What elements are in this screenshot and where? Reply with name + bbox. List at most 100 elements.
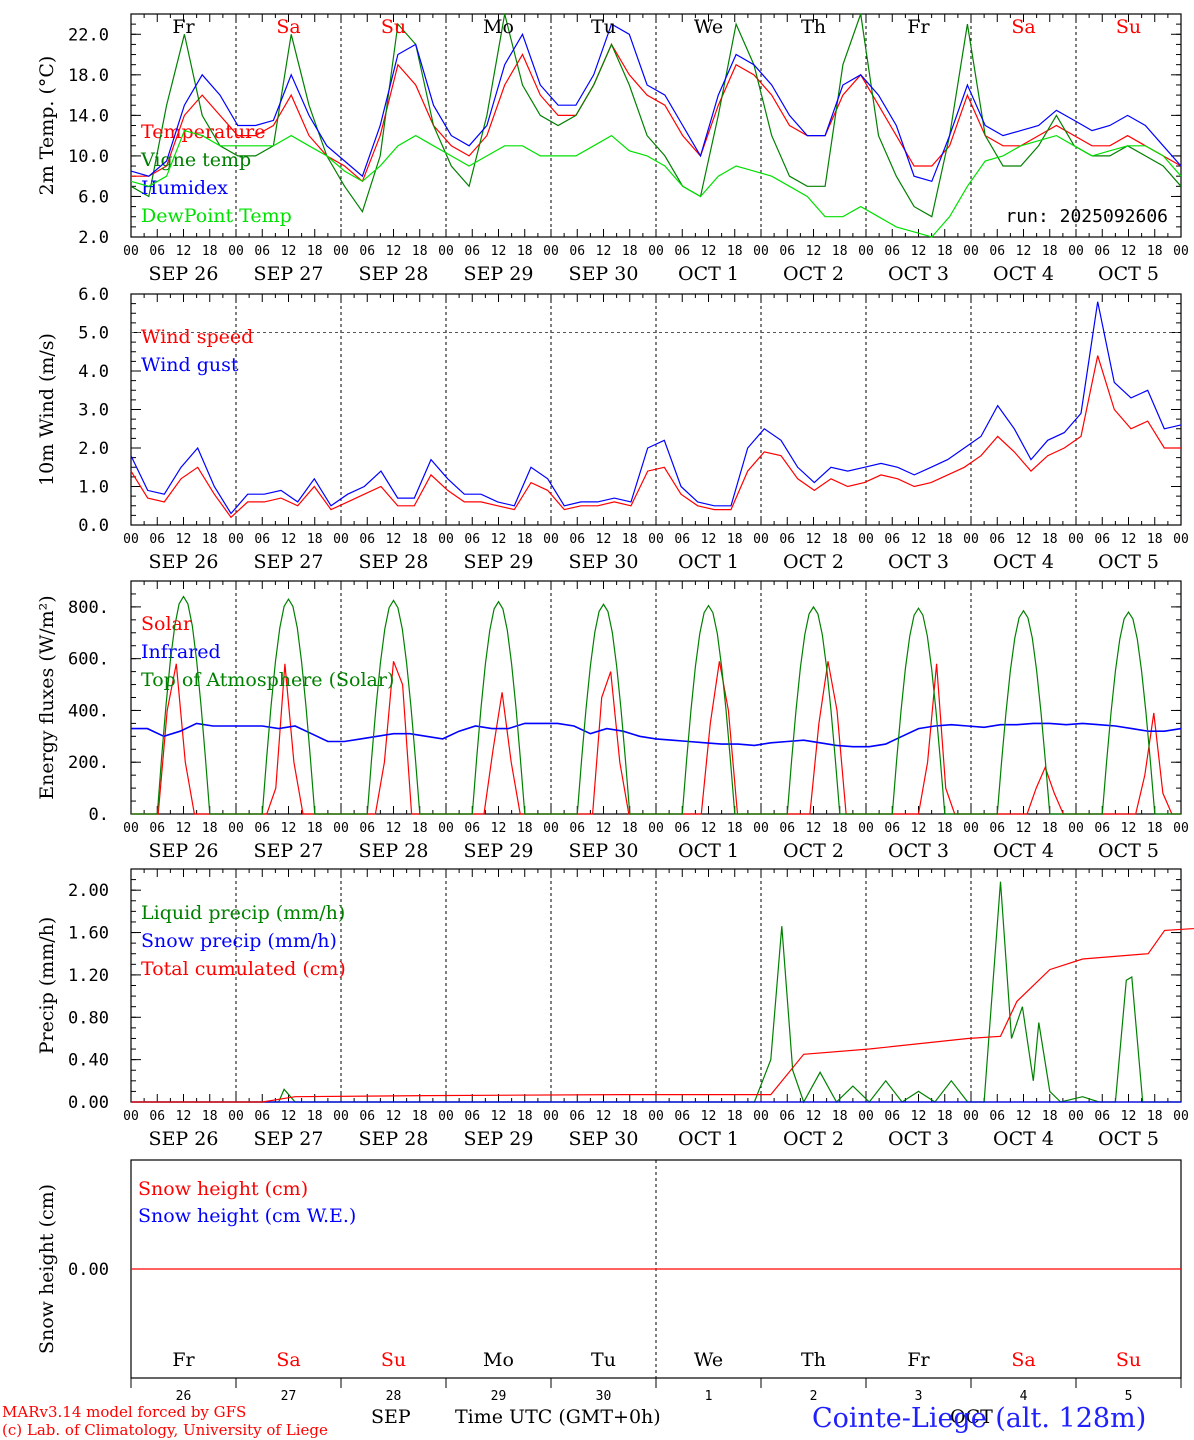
hour-label: 00 — [1068, 244, 1084, 259]
y-tick-label: 0.00 — [68, 1260, 109, 1280]
hour-label: 12 — [701, 821, 717, 836]
hour-label: 06 — [1094, 821, 1110, 836]
day-name: Th — [801, 1349, 826, 1371]
hour-label: 12 — [701, 244, 717, 259]
y-tick-label: 800. — [68, 598, 109, 618]
hour-label: 00 — [228, 1109, 244, 1124]
legend-wind-gust: Wind gust — [141, 354, 239, 376]
y-tick-label: 0.0 — [78, 516, 109, 536]
hour-label: 18 — [1042, 244, 1058, 259]
panel-snow: 0.00 Snow height (cm) Snow height (cm) Snow… — [36, 1159, 1182, 1404]
hour-label: 06 — [359, 532, 375, 547]
hour-label: 00 — [753, 821, 769, 836]
day-name: Fr — [907, 16, 930, 38]
axis-title: Time UTC (GMT+0h) — [455, 1406, 661, 1428]
hour-label: 12 — [491, 532, 507, 547]
y-tick-label: 2.00 — [68, 881, 109, 901]
day-number: 29 — [491, 1389, 507, 1404]
day-name: Sa — [276, 16, 300, 38]
series-humidex — [130, 23, 1182, 183]
date-label: OCT 5 — [1098, 1128, 1159, 1150]
y-tick-label: 3.0 — [78, 401, 109, 421]
date-label: OCT 1 — [678, 1128, 739, 1150]
hour-label: 12 — [281, 1109, 297, 1124]
hour-label: 18 — [832, 1109, 848, 1124]
hour-label: 06 — [779, 532, 795, 547]
hour-label: 18 — [517, 532, 533, 547]
hour-label: 18 — [1147, 1109, 1163, 1124]
date-label: OCT 2 — [783, 840, 844, 862]
y-tick-label: 1.20 — [68, 966, 109, 986]
credit-line-1: MARv3.14 model forced by GFS — [2, 1403, 246, 1421]
hour-label: 00 — [1173, 532, 1189, 547]
y-tick-label: 4.0 — [78, 362, 109, 382]
hour-label: 00 — [963, 244, 979, 259]
date-label: OCT 3 — [888, 1128, 949, 1150]
legend-solar: Solar — [141, 613, 193, 635]
hour-label: 12 — [911, 821, 927, 836]
hour-label: 06 — [1094, 1109, 1110, 1124]
legend-vigne-temp: Vigne temp — [140, 149, 251, 171]
hour-label: 18 — [937, 821, 953, 836]
hour-label: 06 — [989, 1109, 1005, 1124]
hour-label: 18 — [937, 1109, 953, 1124]
panels-layer: 2.06.010.014.018.022.02m Temp. (°C) Tempe… — [36, 13, 1194, 1404]
y-axis-label: Energy fluxes (W/m²) — [36, 595, 58, 799]
date-label: SEP 26 — [149, 1128, 219, 1150]
y-tick-label: 200. — [68, 753, 109, 773]
hour-label: 18 — [832, 244, 848, 259]
hour-label: 00 — [123, 532, 139, 547]
hour-label: 06 — [464, 532, 480, 547]
date-label: SEP 29 — [464, 551, 534, 573]
date-label: SEP 30 — [569, 263, 639, 285]
hour-label: 18 — [412, 532, 428, 547]
hour-label: 12 — [1121, 821, 1137, 836]
panel-temperature: 2.0 6.0 10.0 14.0 18.0 22.0 2m Temp. (°C) Tempe… — [36, 13, 1189, 285]
series-vigne-temp — [130, 13, 1182, 218]
hour-label: 18 — [1042, 532, 1058, 547]
hour-label: 06 — [254, 821, 270, 836]
series-top-of-atmosphere-solar- — [131, 595, 1181, 815]
hour-label: 06 — [464, 821, 480, 836]
hour-label: 00 — [333, 821, 349, 836]
hour-label: 12 — [701, 532, 717, 547]
hour-label: 00 — [858, 821, 874, 836]
hour-label: 06 — [149, 1109, 165, 1124]
day-name: Su — [1116, 16, 1141, 38]
y-tick-label: 18.0 — [68, 66, 109, 86]
date-label: SEP 26 — [149, 263, 219, 285]
y-tick-label: 6.0 — [78, 285, 109, 305]
hour-label: 18 — [202, 532, 218, 547]
hour-label: 18 — [622, 532, 638, 547]
date-label: SEP 27 — [254, 551, 324, 573]
hour-label: 18 — [832, 821, 848, 836]
legend-snow-height-cm-: Snow height (cm) — [138, 1178, 308, 1200]
hour-label: 00 — [753, 244, 769, 259]
hour-label: 00 — [333, 1109, 349, 1124]
hour-label: 06 — [1094, 244, 1110, 259]
day-number: 26 — [176, 1389, 192, 1404]
hour-label: 06 — [884, 532, 900, 547]
hour-label: 00 — [963, 532, 979, 547]
hour-label: 18 — [307, 244, 323, 259]
hour-label: 06 — [779, 244, 795, 259]
hour-label: 06 — [674, 821, 690, 836]
hour-label: 12 — [281, 821, 297, 836]
hour-label: 12 — [1121, 1109, 1137, 1124]
footer: MARv3.14 model forced by GFS (c) Lab. of… — [2, 1403, 1146, 1439]
hour-label: 06 — [884, 821, 900, 836]
date-label: SEP 28 — [359, 1128, 429, 1150]
date-label: SEP 29 — [464, 263, 534, 285]
hour-label: 12 — [176, 1109, 192, 1124]
month-left-label: SEP — [371, 1406, 411, 1428]
day-name: Fr — [172, 16, 195, 38]
day-number: 3 — [915, 1389, 923, 1404]
hour-label: 06 — [779, 1109, 795, 1124]
day-name: We — [694, 16, 723, 38]
y-axis-label: Precip (mm/h) — [36, 917, 58, 1055]
hour-label: 00 — [858, 1109, 874, 1124]
y-tick-label: 6.0 — [78, 187, 109, 207]
run-label: run: 2025092606 — [1005, 206, 1168, 227]
y-tick-label: 14.0 — [68, 106, 109, 126]
y-tick-label: 0.80 — [68, 1008, 109, 1028]
